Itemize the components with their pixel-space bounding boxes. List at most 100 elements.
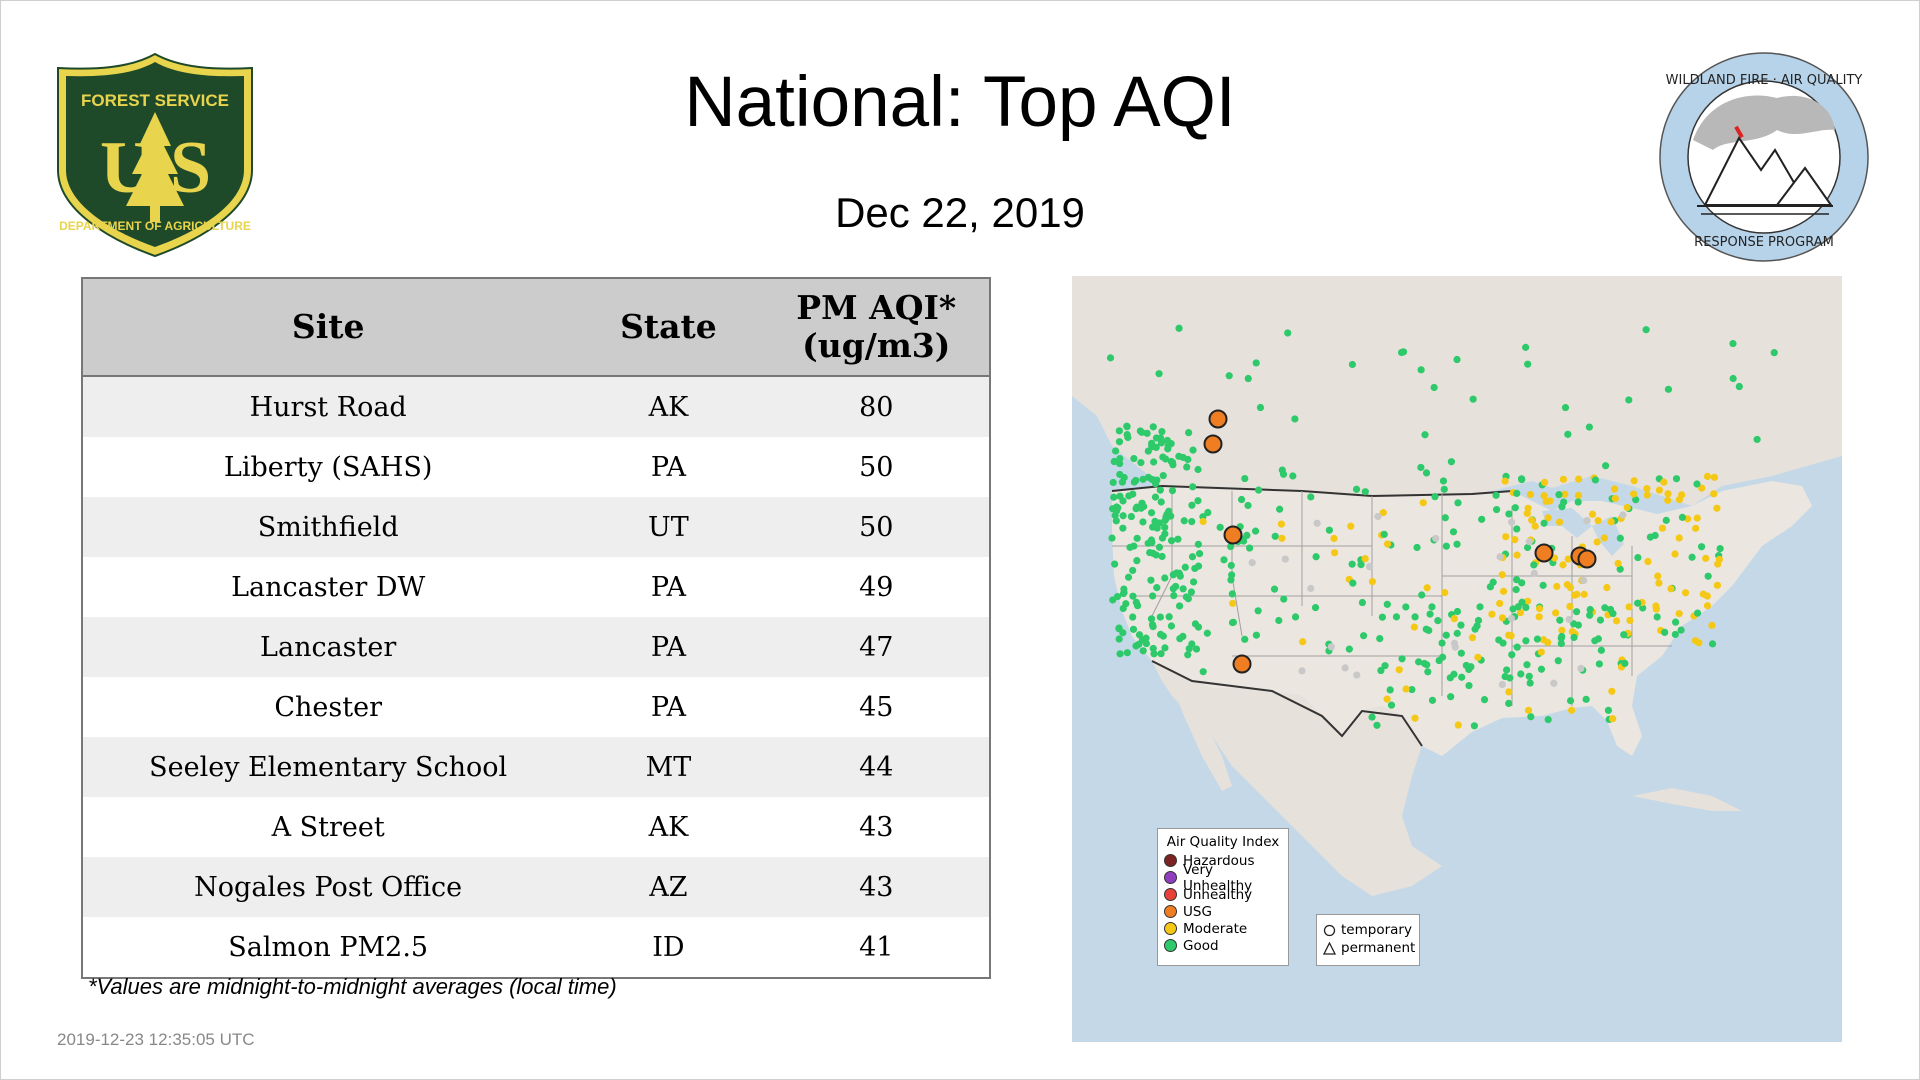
- monitor-marker: [1112, 517, 1120, 525]
- monitor-marker: [1564, 555, 1572, 563]
- monitor-marker: [1194, 623, 1203, 631]
- monitor-marker: [1523, 543, 1532, 552]
- monitor-marker: [1505, 699, 1513, 708]
- monitor-marker: [1450, 615, 1458, 623]
- monitor-marker: [1172, 569, 1181, 577]
- monitor-marker: [1170, 591, 1178, 600]
- monitor-marker: [1175, 602, 1184, 610]
- wildland-fire-program-logo: WILDLAND FIRE · AIR QUALITY RESPONSE PRO…: [1657, 50, 1872, 265]
- monitor-marker: [1184, 429, 1193, 437]
- monitor-marker: [1226, 542, 1235, 551]
- monitor-marker: [1252, 359, 1260, 367]
- monitor-marker: [1360, 632, 1368, 640]
- monitor-marker: [1511, 536, 1519, 544]
- monitor-marker: [1541, 478, 1549, 486]
- monitor-marker: [1147, 576, 1155, 584]
- monitor-marker: [1625, 396, 1633, 404]
- monitor-marker: [1325, 526, 1333, 534]
- monitor-marker: [1116, 454, 1124, 463]
- monitor-marker: [1419, 499, 1427, 507]
- monitor-marker: [1395, 666, 1403, 674]
- monitor-marker: [1149, 423, 1157, 431]
- monitor-marker: [1591, 637, 1599, 645]
- cell-site: Nogales Post Office: [82, 857, 574, 917]
- monitor-marker: [1188, 640, 1196, 648]
- monitor-marker: [1586, 611, 1594, 619]
- monitor-marker: [1120, 585, 1128, 593]
- cell-site: Salmon PM2.5: [82, 917, 574, 978]
- monitor-marker: [1753, 435, 1761, 444]
- monitor-marker: [1693, 514, 1701, 522]
- monitor-marker-usg: [1208, 409, 1228, 429]
- monitor-marker: [1165, 613, 1173, 621]
- monitor-marker: [1312, 553, 1320, 561]
- monitor-marker: [1188, 501, 1196, 509]
- cell-site: Lancaster DW: [82, 557, 574, 617]
- monitor-marker: [1373, 721, 1381, 729]
- monitor-marker: [1542, 497, 1550, 506]
- monitor-marker: [1643, 491, 1651, 499]
- cell-state: ID: [573, 917, 764, 978]
- monitor-marker: [1644, 557, 1652, 566]
- monitor-marker: [1447, 693, 1455, 701]
- monitor-marker: [1544, 638, 1552, 647]
- cell-pm-aqi: 43: [763, 797, 990, 857]
- monitor-marker: [1189, 578, 1198, 586]
- monitor-marker: [1526, 679, 1534, 687]
- monitor-marker: [1439, 477, 1448, 485]
- monitor-marker: [1159, 453, 1167, 461]
- monitor-marker: [1243, 531, 1251, 540]
- monitor-marker: [1600, 534, 1608, 542]
- monitor-marker: [1619, 511, 1627, 519]
- monitor-marker: [1499, 587, 1508, 595]
- monitor-marker: [1597, 646, 1605, 654]
- monitor-marker: [1561, 403, 1570, 412]
- monitor-marker: [1142, 639, 1151, 648]
- monitor-marker: [1634, 599, 1642, 607]
- monitor-marker: [1256, 403, 1265, 412]
- monitor-marker: [1525, 672, 1533, 680]
- monitor-marker: [1402, 603, 1410, 611]
- monitor-marker: [1281, 555, 1289, 563]
- monitor-marker: [1567, 706, 1576, 714]
- monitor-marker: [1691, 637, 1700, 645]
- monitor-marker: [1522, 603, 1530, 612]
- cell-site: Liberty (SAHS): [82, 437, 574, 497]
- monitor-marker: [1595, 660, 1603, 668]
- monitor-marker: [1438, 639, 1446, 647]
- monitor-marker: [1188, 553, 1197, 561]
- monitor-marker: [1361, 488, 1369, 496]
- timestamp: 2019-12-23 12:35:05 UTC: [57, 1030, 255, 1049]
- monitor-marker: [1639, 604, 1647, 612]
- monitor-marker: [1428, 696, 1437, 704]
- monitor-marker: [1138, 428, 1146, 436]
- legend-item-unhealthy: Unhealthy: [1164, 886, 1282, 903]
- monitor-marker: [1119, 512, 1127, 520]
- monitor-marker: [1626, 616, 1634, 625]
- monitor-marker: [1611, 494, 1619, 503]
- monitor-marker: [1109, 478, 1117, 487]
- monitor-marker: [1715, 555, 1723, 564]
- monitor-marker: [1486, 583, 1494, 591]
- program-logo-bottom-text: RESPONSE PROGRAM: [1694, 235, 1834, 250]
- monitor-marker: [1540, 519, 1548, 527]
- monitor-marker: [1623, 503, 1631, 512]
- monitor-marker: [1442, 542, 1450, 550]
- monitor-marker: [1655, 486, 1664, 494]
- monitor-marker: [1513, 551, 1521, 559]
- monitor-marker: [1729, 339, 1737, 348]
- monitor-marker: [1480, 696, 1489, 704]
- monitor-marker: [1152, 480, 1160, 488]
- monitor-marker: [1142, 634, 1150, 642]
- monitor-marker: [1442, 631, 1450, 639]
- monitor-marker: [1677, 626, 1685, 634]
- monitor-marker: [1195, 550, 1204, 558]
- monitor-marker: [1220, 556, 1228, 564]
- monitor-marker: [1603, 583, 1611, 592]
- legend-label: Hazardous: [1183, 852, 1255, 869]
- cell-state: AK: [573, 376, 764, 437]
- header-state: State: [573, 278, 764, 377]
- monitor-marker: [1381, 662, 1389, 670]
- monitor-marker: [1454, 721, 1462, 729]
- monitor-marker: [1632, 496, 1640, 504]
